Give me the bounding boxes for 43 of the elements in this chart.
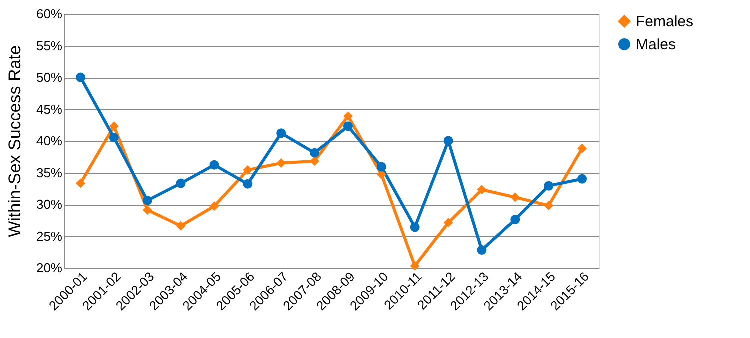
point [276,128,286,138]
point [176,178,186,188]
point [310,156,320,166]
point [578,174,588,184]
point [243,165,253,175]
point [510,192,520,202]
point [410,222,420,232]
point [444,218,454,228]
point [376,162,386,172]
y-tick-label: 60% [36,6,63,22]
point [444,136,454,146]
point [276,158,286,168]
y-tick-label: 45% [36,102,63,117]
point [544,181,554,191]
point [343,122,353,132]
point [477,185,487,195]
point [142,205,152,215]
point [109,122,119,132]
point [544,201,554,211]
y-tick-label: 20% [36,260,63,276]
point [142,196,152,206]
point [410,261,420,271]
legend-label: Males [636,36,676,54]
point [210,202,220,212]
point [310,148,320,158]
y-tick-label: 50% [36,70,63,85]
point [243,179,253,189]
point [578,144,588,154]
point [210,160,220,170]
y-tick-label: 35% [36,165,63,180]
point [76,178,86,188]
legend-label: Females [636,14,694,30]
point [477,245,487,255]
point [176,221,186,231]
y-tick-label: 40% [36,134,63,148]
y-tick-label: 30% [36,197,63,212]
y-tick-label: 25% [36,228,63,244]
point [109,133,119,143]
point [510,215,520,224]
y-tick-label: 55% [36,38,63,54]
y-axis-title: Within-Sex Success Rate [5,46,24,238]
point [76,72,86,82]
point [343,111,353,121]
